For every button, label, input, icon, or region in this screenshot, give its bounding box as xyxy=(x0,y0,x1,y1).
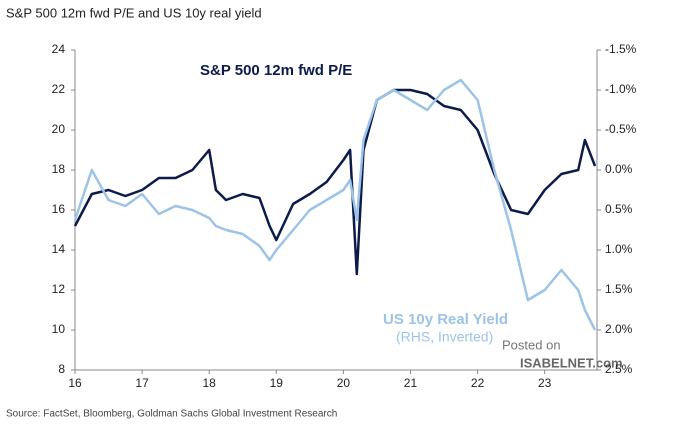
series-label: US 10y Real Yield xyxy=(383,311,508,328)
y-tick-label: 24 xyxy=(52,42,66,56)
x-tick-label: 16 xyxy=(68,376,82,390)
x-tick-label: 17 xyxy=(135,376,149,390)
y-tick-label: 18 xyxy=(52,162,66,176)
y2-tick-label: 2.0% xyxy=(605,322,633,336)
y-tick-label: 16 xyxy=(52,202,66,216)
x-tick-label: 19 xyxy=(270,376,284,390)
y-tick-label: 20 xyxy=(52,122,66,136)
y-tick-label: 8 xyxy=(58,362,65,376)
x-tick-label: 23 xyxy=(538,376,552,390)
y2-tick-label: 0.5% xyxy=(605,202,633,216)
x-tick-label: 22 xyxy=(471,376,485,390)
chart-title: S&P 500 12m fwd P/E and US 10y real yiel… xyxy=(6,5,262,20)
y2-tick-label: 2.5% xyxy=(605,362,633,376)
y-tick-label: 10 xyxy=(52,322,66,336)
y-tick-label: 14 xyxy=(52,242,66,256)
y2-tick-label: -1.5% xyxy=(605,42,637,56)
series-line xyxy=(73,78,597,331)
x-tick-label: 21 xyxy=(404,376,418,390)
y2-tick-label: 1.0% xyxy=(605,242,633,256)
series-line xyxy=(73,88,597,276)
y2-tick-label: -1.0% xyxy=(605,82,637,96)
y-tick-label: 12 xyxy=(52,282,66,296)
y-tick-label: 22 xyxy=(52,82,66,96)
x-tick-label: 20 xyxy=(337,376,351,390)
x-tick-label: 18 xyxy=(203,376,217,390)
series-label: S&P 500 12m fwd P/E xyxy=(200,62,352,79)
watermark: Posted on xyxy=(502,337,561,352)
source: Source: FactSet, Bloomberg, Goldman Sach… xyxy=(6,409,337,420)
y2-tick-label: 1.5% xyxy=(605,282,633,296)
annotation: (RHS, Inverted) xyxy=(396,329,493,345)
y2-tick-label: -0.5% xyxy=(605,122,637,136)
y2-tick-label: 0.0% xyxy=(605,162,633,176)
